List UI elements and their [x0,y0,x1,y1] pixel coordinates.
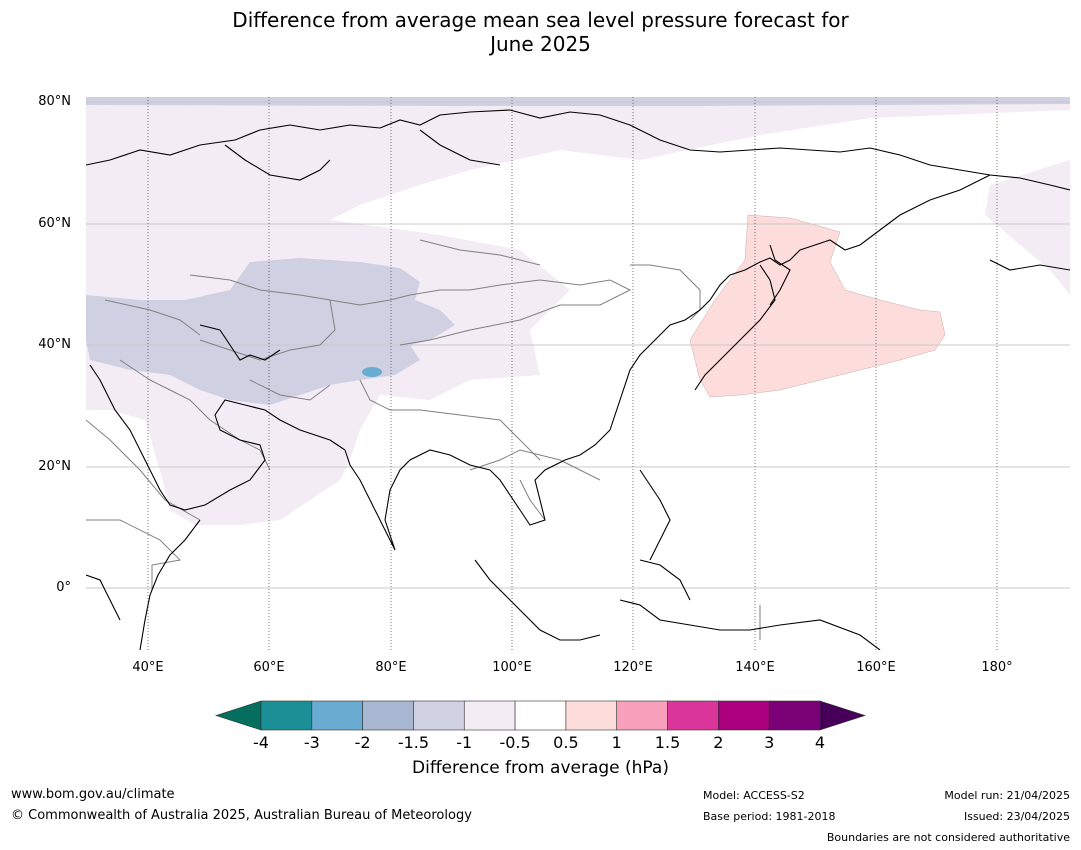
footer-website[interactable]: www.bom.gov.au/climate [11,787,175,802]
lon-label-80e: 80°E [375,660,407,675]
footer-issued: Issued: 23/04/2025 [963,810,1070,823]
title-line-1: Difference from average mean sea level p… [232,8,849,32]
lon-label-60e: 60°E [253,660,285,675]
colorbar-swatch-1 [311,700,363,731]
colorbar-swatch-3 [413,700,465,731]
coastlines [86,109,1070,650]
colorbar-swatch-9 [718,700,770,731]
lon-label-140e: 140°E [735,660,775,675]
colorbar-tick-label: -2 [354,733,371,752]
lon-label-100e: 100°E [492,660,532,675]
footer-model: Model: ACCESS-S2 [703,789,805,802]
anomaly-area-pos-0.5 [689,214,946,398]
colorbar-tick-label: 1 [611,733,622,752]
map-title: Difference from average mean sea level p… [0,8,1081,56]
lat-label-40n: 40°N [38,337,71,352]
colorbar-tick-label: 1.5 [654,733,681,752]
colorbar-tick-label: -1.5 [397,733,430,752]
colorbar-tick-label: -1 [456,733,473,752]
colorbar-tick-label: -0.5 [499,733,531,752]
map-area [86,97,1070,650]
title-line-2: June 2025 [490,32,591,56]
colorbar-tick-label: 4 [814,733,826,752]
lon-label-180: 180° [981,660,1013,675]
colorbar-swatch-8 [667,700,719,731]
anomaly-spot-neg-2 [362,367,382,377]
colorbar-tick-label: -3 [303,733,320,752]
lat-label-60n: 60°N [38,216,71,231]
anomaly-area-neg-1 [86,258,455,405]
colorbar-under-arrow [215,700,262,731]
lat-label-0: 0° [56,580,71,595]
colorbar-swatch-5 [514,700,567,731]
anomaly-area-neg-0.5 [86,97,1070,525]
colorbar [215,700,866,731]
lon-label-120e: 120°E [613,660,653,675]
colorbar-tick-label: 2 [713,733,724,752]
colorbar-swatch-10 [768,700,821,731]
footer-disclaimer: Boundaries are not considered authoritat… [826,831,1070,844]
colorbar-swatch-6 [565,700,618,731]
colorbar-label: Difference from average (hPa) [412,758,669,778]
anomaly-area-neg-0.5-east [985,160,1070,295]
lon-gridlines [147,97,998,650]
footer-copyright: © Commonwealth of Australia 2025, Austra… [11,808,472,823]
footer-model-run: Model run: 21/04/2025 [944,789,1070,802]
footer-base-period: Base period: 1981-2018 [703,810,836,823]
colorbar-tick-label: -4 [253,733,269,752]
colorbar-swatch-7 [616,700,668,731]
lon-label-40e: 40°E [132,660,164,675]
colorbar-tick-label: 0.5 [553,733,579,752]
lon-label-160e: 160°E [856,660,896,675]
colorbar-swatch-0 [260,700,313,731]
colorbar-swatch-4 [463,700,516,731]
lat-gridlines [86,101,1070,589]
colorbar-swatch-2 [362,700,414,731]
colorbar-over-arrow [819,700,866,731]
colorbar-tick-label: 3 [764,733,775,752]
lat-label-80n: 80°N [38,94,71,109]
lat-label-20n: 20°N [38,459,71,474]
